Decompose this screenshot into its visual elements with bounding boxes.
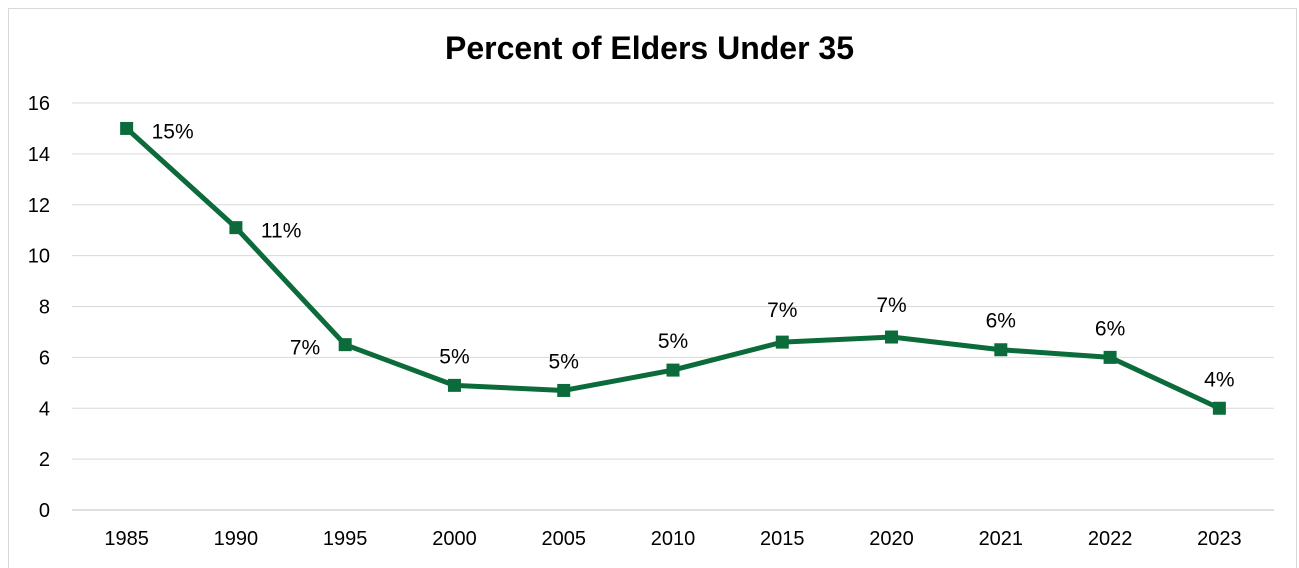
data-label: 15% bbox=[152, 120, 194, 143]
data-label: 5% bbox=[439, 345, 469, 368]
y-tick-label: 6 bbox=[39, 347, 50, 369]
data-point-marker bbox=[775, 335, 789, 349]
data-point-marker bbox=[120, 121, 134, 135]
data-label: 7% bbox=[290, 337, 320, 360]
x-tick-label: 2020 bbox=[869, 528, 914, 550]
data-label: 7% bbox=[876, 294, 906, 317]
y-tick-label: 16 bbox=[28, 93, 50, 115]
x-tick-label: 2022 bbox=[1088, 528, 1133, 550]
data-point-marker bbox=[338, 338, 352, 352]
chart-title: Percent of Elders Under 35 bbox=[444, 30, 855, 66]
x-tick-label: 1995 bbox=[323, 528, 368, 550]
x-tick-label: 2015 bbox=[760, 528, 805, 550]
data-point-marker bbox=[885, 330, 899, 344]
data-point-marker bbox=[557, 383, 571, 397]
y-tick-label: 10 bbox=[28, 246, 50, 268]
data-point-marker bbox=[1103, 350, 1117, 364]
data-point-marker bbox=[447, 378, 461, 392]
x-tick-label: 1985 bbox=[104, 528, 149, 550]
x-tick-label: 2010 bbox=[651, 528, 696, 550]
y-tick-label: 12 bbox=[28, 195, 50, 217]
data-label: 7% bbox=[767, 299, 797, 322]
data-label: 6% bbox=[1095, 317, 1125, 340]
x-tick-label: 2005 bbox=[541, 528, 586, 550]
y-tick-label: 8 bbox=[39, 297, 50, 319]
data-point-marker bbox=[229, 221, 243, 235]
y-tick-label: 0 bbox=[39, 500, 50, 522]
x-tick-label: 2000 bbox=[432, 528, 477, 550]
x-tick-label: 2021 bbox=[979, 528, 1024, 550]
data-label: 5% bbox=[549, 350, 579, 373]
data-point-marker bbox=[994, 343, 1008, 357]
x-tick-label: 2023 bbox=[1197, 528, 1242, 550]
data-label: 6% bbox=[986, 310, 1016, 333]
data-point-marker bbox=[1212, 401, 1226, 415]
data-label: 4% bbox=[1204, 368, 1234, 391]
y-tick-label: 14 bbox=[28, 144, 50, 166]
y-tick-label: 4 bbox=[39, 398, 50, 420]
data-label: 5% bbox=[658, 330, 688, 353]
y-tick-label: 2 bbox=[39, 449, 50, 471]
x-tick-label: 1990 bbox=[214, 528, 259, 550]
data-point-marker bbox=[666, 363, 680, 377]
chart-area bbox=[8, 8, 1297, 568]
data-label: 11% bbox=[261, 220, 301, 243]
